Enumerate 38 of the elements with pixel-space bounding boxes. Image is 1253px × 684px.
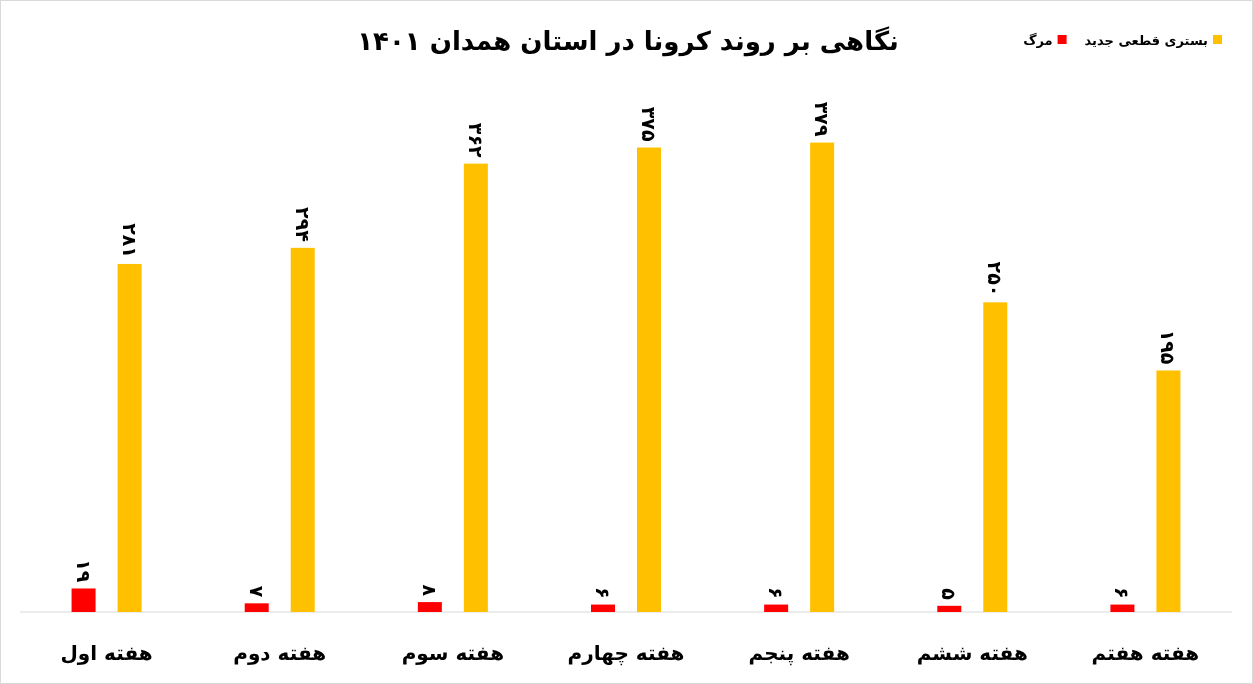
chart-title: نگاهی بر روند کرونا در استان همدان ۱۴۰۱ — [357, 26, 899, 57]
bar — [1156, 370, 1181, 612]
data-label: ۲۸۱ — [118, 223, 141, 258]
bar — [417, 602, 442, 612]
bar — [983, 302, 1008, 612]
x-tick-label: هفته دوم — [233, 641, 327, 665]
bar — [937, 605, 962, 612]
data-label: ۲۵۰ — [984, 261, 1007, 297]
x-tick-label: هفته ششم — [916, 641, 1028, 665]
data-label: ۵ — [938, 588, 961, 601]
data-label: ۷ — [245, 585, 268, 598]
data-label: ۶ — [765, 586, 788, 599]
bar — [637, 147, 661, 612]
data-label: ۳۷۹ — [811, 101, 834, 137]
data-label: ۱۹ — [72, 559, 95, 583]
data-label: ۶ — [592, 586, 614, 599]
bar — [463, 163, 488, 612]
data-label: ۳۷۵ — [638, 106, 660, 142]
data-label: ۱۹۵ — [1157, 329, 1180, 365]
bar — [290, 247, 315, 612]
x-tick-label: هفته چهارم — [567, 641, 685, 666]
x-tick-label: هفته سوم — [401, 641, 505, 665]
data-label: ۲۹۴ — [291, 207, 314, 242]
data-label: ۶ — [1111, 586, 1134, 599]
bar — [117, 263, 142, 612]
bar — [244, 603, 269, 612]
bar — [810, 142, 835, 612]
bar — [71, 588, 96, 612]
bar — [591, 604, 615, 612]
data-label: ۸ — [418, 584, 441, 597]
x-tick-label: هفته پنجم — [748, 641, 850, 666]
legend-label: بستری قطعی جدید — [1084, 32, 1208, 48]
legend-label: مرگ — [1023, 31, 1053, 48]
bar — [764, 604, 789, 612]
x-tick-label: هفته اول — [60, 641, 153, 665]
data-label: ۳۶۲ — [464, 122, 487, 159]
x-tick-label: هفته هفتم — [1091, 641, 1200, 665]
bar — [1110, 604, 1135, 612]
